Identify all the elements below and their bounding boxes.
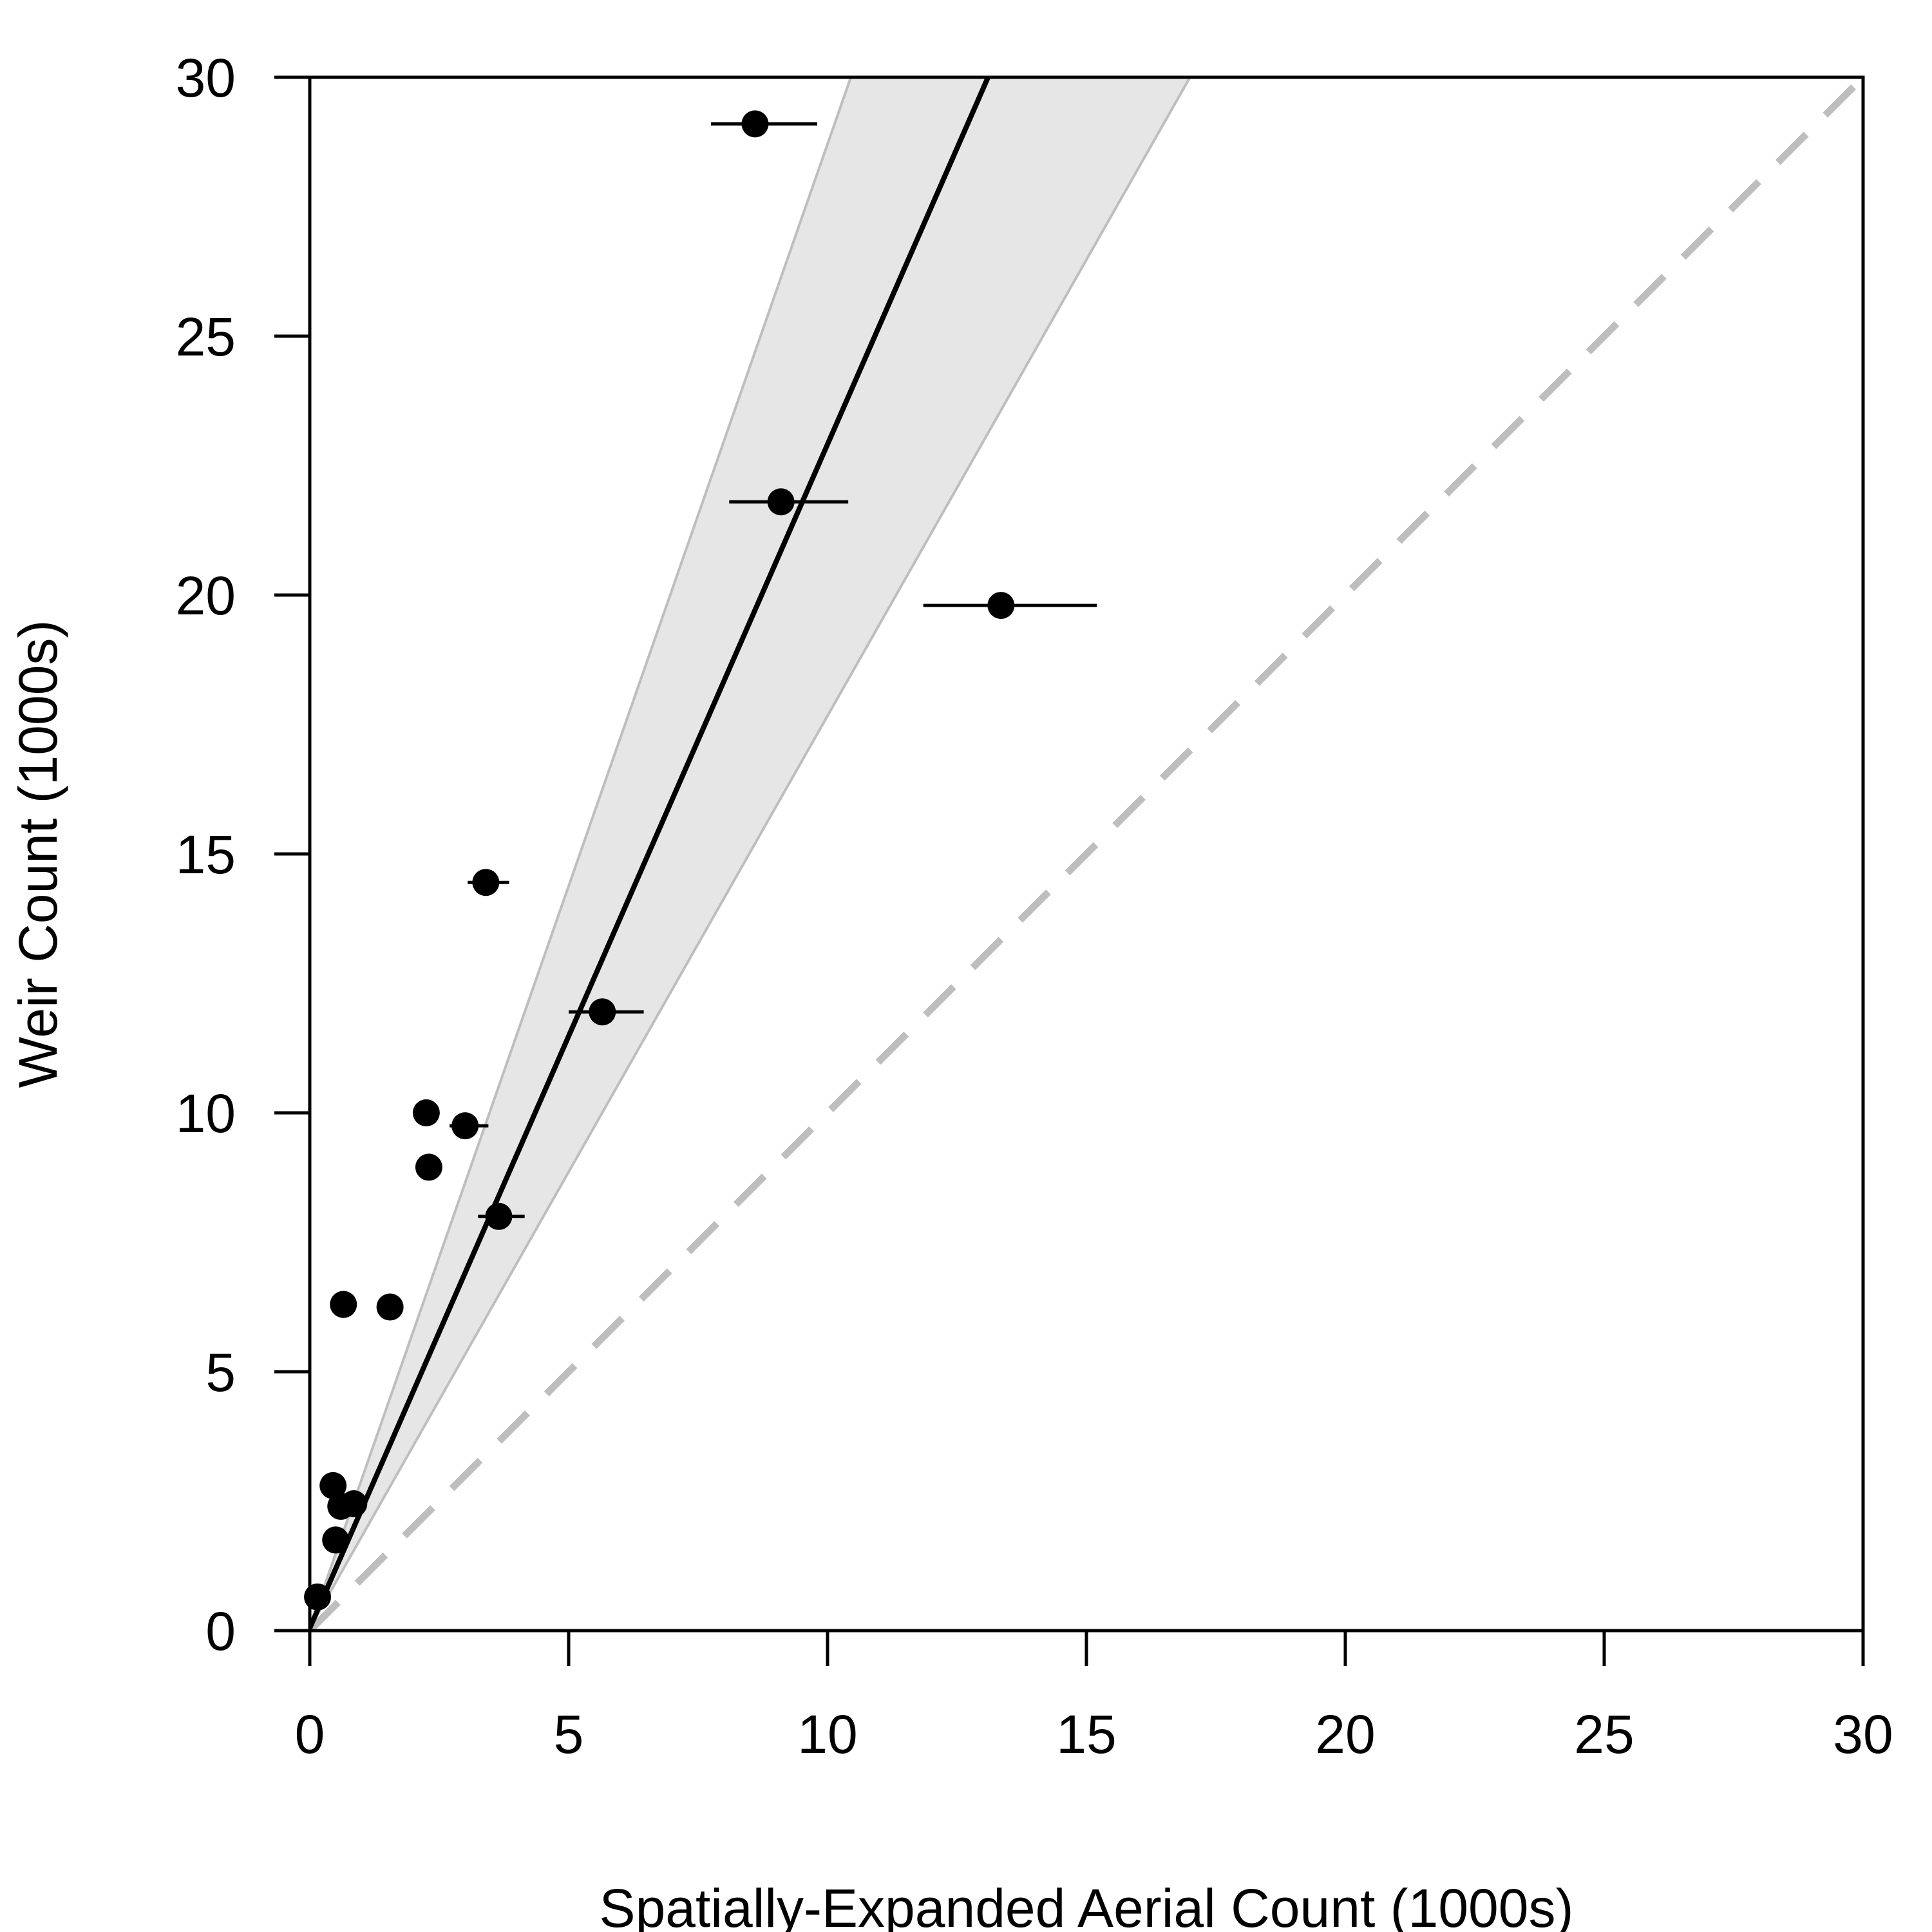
x-tick-label: 25 (1574, 1704, 1634, 1765)
x-tick-label: 20 (1315, 1704, 1375, 1765)
x-tick-label: 15 (1056, 1704, 1116, 1765)
y-axis-title: Weir Count (1000s) (8, 620, 68, 1088)
data-point (412, 1099, 440, 1126)
band-upper-edge (310, 77, 853, 1629)
data-point (589, 998, 616, 1026)
y-tick-label: 25 (176, 307, 236, 367)
x-tick-label: 30 (1833, 1704, 1893, 1765)
data-point (472, 869, 500, 896)
y-axis: 0 5 10 15 20 25 30 (176, 48, 310, 1662)
x-tick-label: 0 (295, 1704, 325, 1765)
points-layer (304, 110, 1097, 1611)
x-tick-label: 10 (797, 1704, 857, 1765)
y-tick-label: 30 (176, 48, 236, 108)
x-tick-label: 5 (554, 1704, 584, 1765)
data-point (322, 1526, 350, 1554)
data-point (340, 1490, 368, 1518)
data-point (304, 1583, 332, 1611)
data-point (485, 1202, 513, 1230)
data-point (319, 1472, 347, 1499)
band-lower-edge (310, 77, 1191, 1629)
fit-line (310, 77, 990, 1629)
y-tick-label: 20 (176, 565, 236, 626)
y-tick-label: 15 (176, 824, 236, 885)
x-axis-title: Spatially-Expanded Aerial Count (1000s) (600, 1878, 1574, 1932)
data-point (415, 1153, 442, 1181)
data-point (451, 1112, 479, 1140)
y-tick-label: 5 (205, 1342, 236, 1403)
data-point (987, 592, 1015, 620)
data-point (767, 488, 795, 516)
x-axis: 0 5 10 15 20 25 30 (295, 1631, 1893, 1765)
data-point (376, 1293, 404, 1321)
y-tick-label: 0 (205, 1601, 236, 1662)
reference-line-layer (310, 77, 1863, 1631)
one-to-one-reference-line (310, 77, 1863, 1631)
fit-line-layer (310, 77, 990, 1629)
confidence-band-layer (310, 77, 1191, 1629)
data-point (741, 110, 769, 138)
y-tick-label: 10 (176, 1083, 236, 1144)
data-point (330, 1291, 357, 1318)
